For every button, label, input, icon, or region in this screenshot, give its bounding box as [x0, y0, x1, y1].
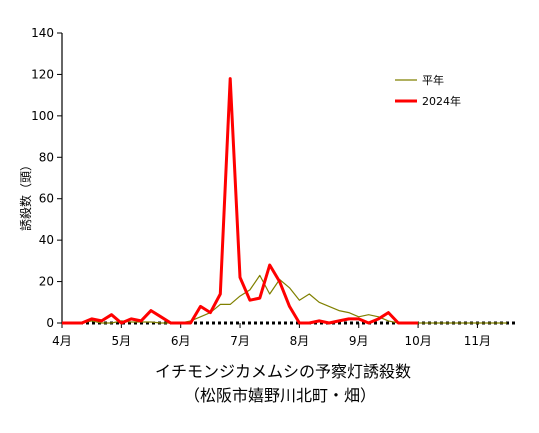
series-line-average: [62, 274, 508, 324]
plot-area: [62, 77, 508, 325]
x-axis: 4月 5月 6月 7月 8月 9月 10月 11月: [52, 321, 517, 348]
x-tick-label: 4月: [52, 334, 72, 348]
chart-title: イチモンジカメムシの予察灯誘殺数: [155, 362, 411, 381]
legend-label: 2024年: [422, 94, 461, 108]
y-axis-label: 誘殺数（頭）: [18, 159, 33, 231]
y-tick-label: 100: [31, 109, 54, 123]
x-tick-label: 6月: [171, 334, 191, 348]
y-tick-label: 80: [39, 150, 54, 164]
y-tick-label: 60: [39, 192, 54, 206]
x-tick-label: 5月: [112, 334, 132, 348]
x-tick-label: 9月: [349, 334, 369, 348]
series-line-2024: [62, 77, 419, 325]
y-tick-label: 20: [39, 275, 54, 289]
x-tick-label: 7月: [230, 334, 250, 348]
y-axis: 0 20 40 60 80 100 120 140: [31, 26, 63, 330]
legend: 平年 2024年: [395, 73, 461, 108]
chart-subtitle: （松阪市嬉野川北町・畑）: [184, 386, 376, 405]
y-tick-label: 40: [39, 233, 54, 247]
y-tick-label: 0: [46, 316, 54, 330]
x-tick-label: 8月: [290, 334, 310, 348]
y-tick-label: 120: [31, 67, 54, 81]
x-tick-label: 10月: [404, 334, 431, 348]
y-tick-label: 140: [31, 26, 54, 40]
x-tick-label: 11月: [464, 334, 491, 348]
legend-label: 平年: [422, 73, 444, 87]
